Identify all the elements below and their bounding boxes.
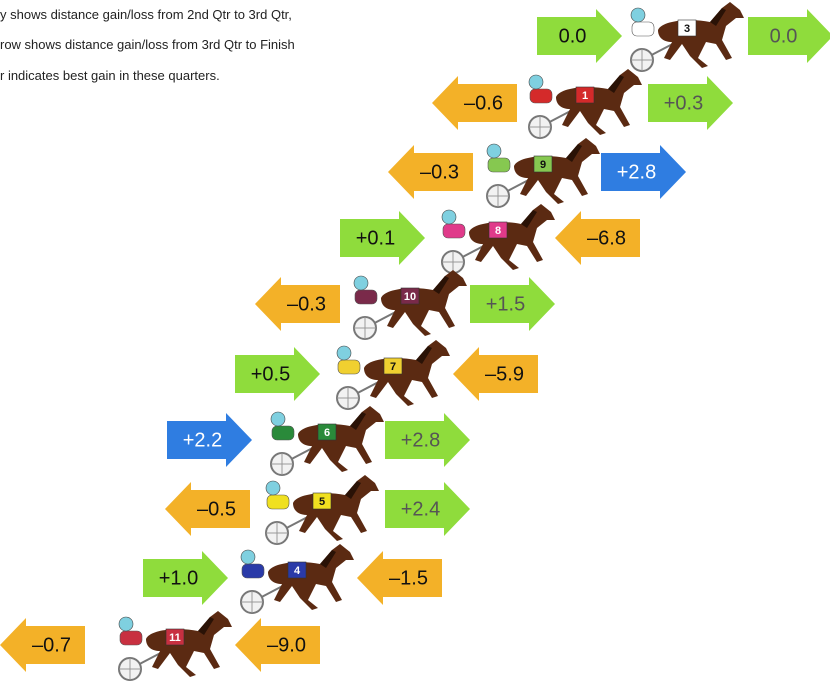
- arrow-label: –0.3: [420, 161, 459, 183]
- left-arrow: 0.0: [537, 9, 622, 63]
- horse-body: [469, 204, 555, 270]
- left-arrow: +1.0: [143, 551, 228, 605]
- driver-head: [241, 550, 255, 564]
- right-arrow: +2.8: [601, 145, 686, 199]
- arrow-label: +0.3: [664, 92, 703, 114]
- horse-number: 6: [324, 427, 330, 439]
- left-arrow: +0.5: [235, 347, 320, 401]
- arrow-label: +0.1: [356, 227, 395, 249]
- horse-body: [298, 406, 384, 472]
- right-arrow: –6.8: [555, 211, 640, 265]
- driver-body: [242, 564, 264, 578]
- driver-head: [266, 481, 280, 495]
- driver-head: [337, 346, 351, 360]
- horse-number: 8: [495, 225, 501, 237]
- driver-head: [442, 210, 456, 224]
- driver-body: [632, 22, 654, 36]
- horse-number: 10: [404, 291, 416, 303]
- horse: 7: [337, 340, 450, 409]
- driver-head: [271, 412, 285, 426]
- horse-body: [146, 611, 232, 677]
- horse-body: [364, 340, 450, 406]
- horse-body: [293, 475, 379, 541]
- horse-body: [381, 270, 467, 336]
- horse: 10: [354, 270, 467, 339]
- right-arrow: 0.0: [748, 9, 830, 63]
- horse: 11: [119, 611, 232, 680]
- driver-body: [530, 89, 552, 103]
- right-arrow: +1.5: [470, 277, 555, 331]
- right-arrow: +0.3: [648, 76, 733, 130]
- horse: 9: [487, 138, 600, 207]
- arrow-label: –9.0: [267, 634, 306, 656]
- left-arrow: +0.1: [340, 211, 425, 265]
- horse-body: [556, 69, 642, 135]
- horse-number: 3: [684, 23, 690, 35]
- horse-number: 5: [319, 496, 325, 508]
- arrow-label: 0.0: [770, 25, 798, 47]
- arrow-label: +2.4: [401, 498, 440, 520]
- arrow-label: +2.8: [401, 429, 440, 451]
- left-arrow: +2.2: [167, 413, 252, 467]
- driver-body: [267, 495, 289, 509]
- horse-body: [658, 2, 744, 68]
- horse-number: 1: [582, 90, 588, 102]
- driver-head: [354, 276, 368, 290]
- arrow-label: –1.5: [389, 567, 428, 589]
- driver-body: [338, 360, 360, 374]
- page: y shows distance gain/loss from 2nd Qtr …: [0, 0, 830, 685]
- right-arrow: +2.8: [385, 413, 470, 467]
- arrow-label: +2.2: [183, 429, 222, 451]
- arrow-label: –5.9: [485, 363, 524, 385]
- driver-head: [529, 75, 543, 89]
- arrow-label: –0.5: [197, 498, 236, 520]
- arrow-label: +2.8: [617, 161, 656, 183]
- arrow-label: –0.7: [32, 634, 71, 656]
- legend-line: row shows distance gain/loss from 3rd Qt…: [0, 37, 295, 52]
- horse: 1: [529, 69, 642, 138]
- driver-body: [488, 158, 510, 172]
- arrow-label: +0.5: [251, 363, 290, 385]
- arrow-label: –0.3: [287, 293, 326, 315]
- driver-body: [272, 426, 294, 440]
- arrow-label: 0.0: [559, 25, 587, 47]
- horse-number: 9: [540, 159, 546, 171]
- driver-body: [443, 224, 465, 238]
- horse: 5: [266, 475, 379, 544]
- arrow-label: +1.0: [159, 567, 198, 589]
- horse: 6: [271, 406, 384, 475]
- horse: 3: [631, 2, 744, 71]
- left-arrow: –0.6: [432, 76, 517, 130]
- driver-head: [119, 617, 133, 631]
- driver-head: [487, 144, 501, 158]
- right-arrow: –9.0: [235, 618, 320, 672]
- horse: 4: [241, 544, 354, 613]
- arrow-label: +1.5: [486, 293, 525, 315]
- left-arrow: –0.3: [388, 145, 473, 199]
- horse-number: 11: [169, 632, 181, 644]
- legend-line: r indicates best gain in these quarters.: [0, 68, 220, 83]
- driver-head: [631, 8, 645, 22]
- driver-body: [355, 290, 377, 304]
- right-arrow: –5.9: [453, 347, 538, 401]
- horse: 8: [442, 204, 555, 273]
- horse-body: [514, 138, 600, 204]
- left-arrow: –0.3: [255, 277, 340, 331]
- horse-body: [268, 544, 354, 610]
- arrow-label: –0.6: [464, 92, 503, 114]
- right-arrow: +2.4: [385, 482, 470, 536]
- horse-number: 4: [294, 565, 301, 577]
- right-arrow: –1.5: [357, 551, 442, 605]
- legend-line: y shows distance gain/loss from 2nd Qtr …: [0, 7, 292, 22]
- horse-number: 7: [390, 361, 396, 373]
- driver-body: [120, 631, 142, 645]
- left-arrow: –0.7: [0, 618, 85, 672]
- left-arrow: –0.5: [165, 482, 250, 536]
- arrow-label: –6.8: [587, 227, 626, 249]
